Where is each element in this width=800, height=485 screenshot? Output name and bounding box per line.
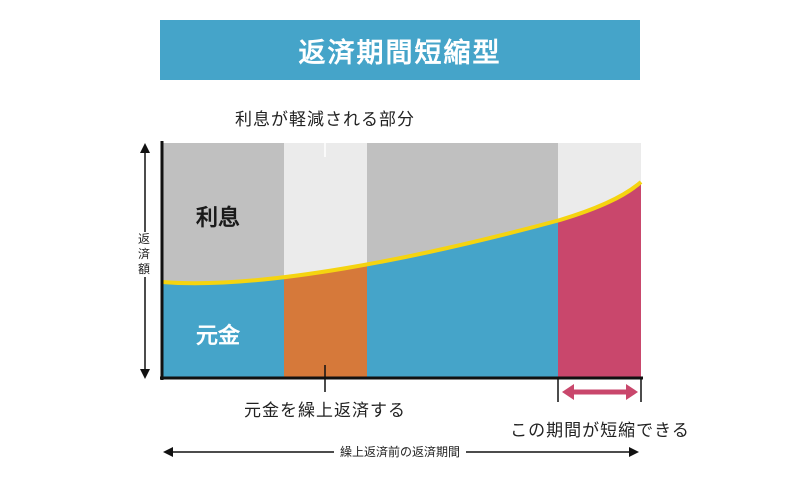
x-axis-label: 繰上返済前の返済期間 bbox=[333, 445, 466, 459]
x-axis-label-wrap: 繰上返済前の返済期間 bbox=[300, 443, 500, 460]
title-banner: 返済期間短縮型 bbox=[160, 20, 640, 80]
callout-interest-reduced: 利息が軽減される部分 bbox=[235, 110, 415, 130]
principal-region-label: 元金 bbox=[196, 324, 241, 349]
boundary-curve bbox=[161, 180, 643, 286]
y-axis-label: 返済額 bbox=[134, 232, 154, 277]
page-title: 返済期間短縮型 bbox=[298, 37, 502, 69]
callout-prepay-principal: 元金を繰上返済する bbox=[244, 401, 406, 421]
interest-region-label: 利息 bbox=[196, 206, 241, 231]
callout-period-shortened: この期間が短縮できる bbox=[510, 421, 690, 441]
shortened-period-arrow bbox=[562, 384, 638, 400]
